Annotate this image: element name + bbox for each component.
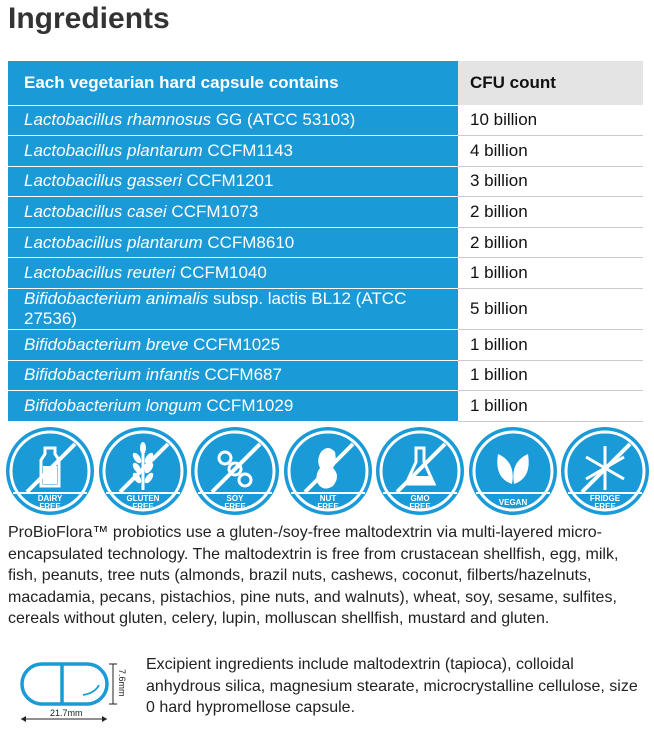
strain-code: CCFM687 — [199, 365, 282, 385]
badge-label: VEGAN — [498, 498, 527, 507]
strain-code: CCFM1040 — [175, 263, 267, 283]
table-row: Bifidobacterium infantis CCFM687 1 billio… — [8, 359, 643, 392]
cfu-cell: 1 billion — [458, 360, 643, 392]
strain-code: CCFM1025 — [188, 334, 281, 354]
ingredients-table: Each vegetarian hard capsule contains CF… — [8, 61, 643, 422]
strain-cell: Lactobacillus gasseri CCFM1201 — [8, 165, 458, 197]
cfu-cell: 2 billion — [458, 196, 643, 228]
table-row: Lactobacillus plantarum CCFM1143 4 billio… — [8, 135, 643, 167]
strain-cell: Bifidobacterium longum CCFM1029 — [8, 390, 458, 422]
strain-cell: Bifidobacterium breve CCFM1025 — [8, 329, 458, 361]
badge-label: SOY — [227, 494, 245, 503]
table-row: Bifidobacterium longum CCFM1029 1 billion — [8, 390, 643, 422]
species-name: Bifidobacterium longum — [24, 396, 202, 416]
capsule-length: 21.7mm — [50, 708, 83, 718]
badge-row: DAIRY FREE GLUTEN FREE SOY FREE NUT FREE GMO FREE… — [5, 426, 650, 516]
badge-label: FREE — [594, 502, 616, 511]
species-name: Lactobacillus casei — [24, 202, 167, 222]
table-row: Lactobacillus gasseri CCFM1201 3 billion — [8, 165, 643, 198]
badge-vegan-free: VEGAN — [468, 427, 557, 515]
badge-label: FREE — [409, 502, 431, 511]
milk-bottle-icon — [39, 446, 61, 488]
table-row: Bifidobacterium breve CCFM1025 1 billion — [8, 329, 643, 361]
species-name: Bifidobacterium infantis — [24, 365, 200, 385]
badge-label: NUT — [319, 494, 336, 503]
excipients-text: Excipient ingredients include maltodextr… — [146, 656, 638, 716]
table-row: Bifidobacterium animalis subsp. lactis B… — [8, 288, 643, 331]
cfu-cell: 2 billion — [458, 227, 643, 259]
wheat-icon — [132, 442, 153, 490]
badge-label: FREE — [132, 502, 154, 511]
cfu-cell: 3 billion — [458, 166, 643, 198]
strain-cell: Lactobacillus reuteri CCFM1040 — [8, 257, 458, 289]
strain-cell: Lactobacillus plantarum CCFM8610 — [8, 226, 458, 258]
flask-icon — [403, 446, 437, 486]
cfu-cell: 10 billion — [458, 105, 643, 137]
badge-label: FRIDGE — [590, 494, 621, 503]
strain-code: subsp. lactis BL12 (ATCC 27536) — [24, 289, 407, 329]
badge-label: DAIRY — [38, 494, 63, 503]
species-name: Lactobacillus rhamnosus — [24, 110, 212, 130]
capsule-diameter: 7.6mm — [117, 669, 127, 697]
header-cfu: CFU count — [458, 61, 643, 105]
maltodextrin-paragraph: ProBioFlora™ probiotics use a gluten-/so… — [8, 524, 619, 627]
capsule-outline — [20, 662, 109, 706]
strain-cell: Lactobacillus plantarum CCFM1143 — [8, 135, 458, 167]
strain-code: CCFM1073 — [166, 202, 259, 222]
leaves-icon — [496, 454, 529, 484]
cfu-cell: 5 billion — [458, 288, 643, 331]
page-title: Ingredients — [8, 2, 170, 35]
strain-cell: Lactobacillus rhamnosus GG (ATCC 53103) — [8, 104, 458, 136]
species-name: Bifidobacterium animalis — [24, 289, 209, 309]
table-row: Lactobacillus rhamnosus GG (ATCC 53103) 1… — [8, 104, 643, 137]
table-row: Lactobacillus reuteri CCFM1040 1 billion — [8, 257, 643, 290]
strain-code: CCFM1029 — [201, 396, 294, 416]
strain-code: CCFM1143 — [202, 140, 293, 160]
species-name: Lactobacillus plantarum — [24, 140, 203, 160]
strain-cell: Bifidobacterium infantis CCFM687 — [8, 359, 458, 391]
cfu-cell: 1 billion — [458, 329, 643, 361]
badge-label: FREE — [39, 502, 61, 511]
strain-code: CCFM8610 — [202, 232, 295, 252]
badge-label: GLUTEN — [126, 494, 159, 503]
snowflake-icon — [585, 446, 625, 490]
strain-cell: Lactobacillus casei CCFM1073 — [8, 196, 458, 228]
cfu-cell: 4 billion — [458, 135, 643, 167]
table-row: Lactobacillus plantarum CCFM8610 2 billio… — [8, 226, 643, 259]
header-ingredient: Each vegetarian hard capsule contains — [8, 61, 458, 105]
species-name: Lactobacillus reuteri — [24, 263, 176, 283]
badge-label: FREE — [317, 502, 339, 511]
strain-code: CCFM1201 — [181, 171, 274, 191]
soybean-icon — [217, 450, 253, 488]
cfu-cell: 1 billion — [458, 390, 643, 422]
species-name: Lactobacillus gasseri — [24, 171, 182, 191]
table-row: Lactobacillus casei CCFM1073 2 billion — [8, 196, 643, 228]
cfu-cell: 1 billion — [458, 257, 643, 290]
badge-label: GMO — [410, 494, 429, 503]
species-name: Lactobacillus plantarum — [24, 232, 203, 252]
species-name: Bifidobacterium breve — [24, 334, 189, 354]
strain-code: GG (ATCC 53103) — [211, 110, 356, 130]
peanut-icon — [315, 448, 337, 489]
strain-cell: Bifidobacterium animalis subsp. lactis B… — [8, 288, 458, 330]
capsule-diagram: 7.6mm 21.7mm — [20, 662, 127, 722]
badge-label: FREE — [224, 502, 246, 511]
